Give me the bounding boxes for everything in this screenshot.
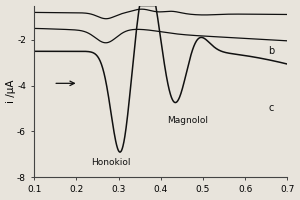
Text: b: b	[268, 46, 274, 56]
Text: Honokiol: Honokiol	[91, 158, 131, 167]
Text: c: c	[268, 103, 274, 113]
Text: Magnolol: Magnolol	[167, 116, 208, 125]
Y-axis label: i /μA: i /μA	[6, 80, 16, 103]
